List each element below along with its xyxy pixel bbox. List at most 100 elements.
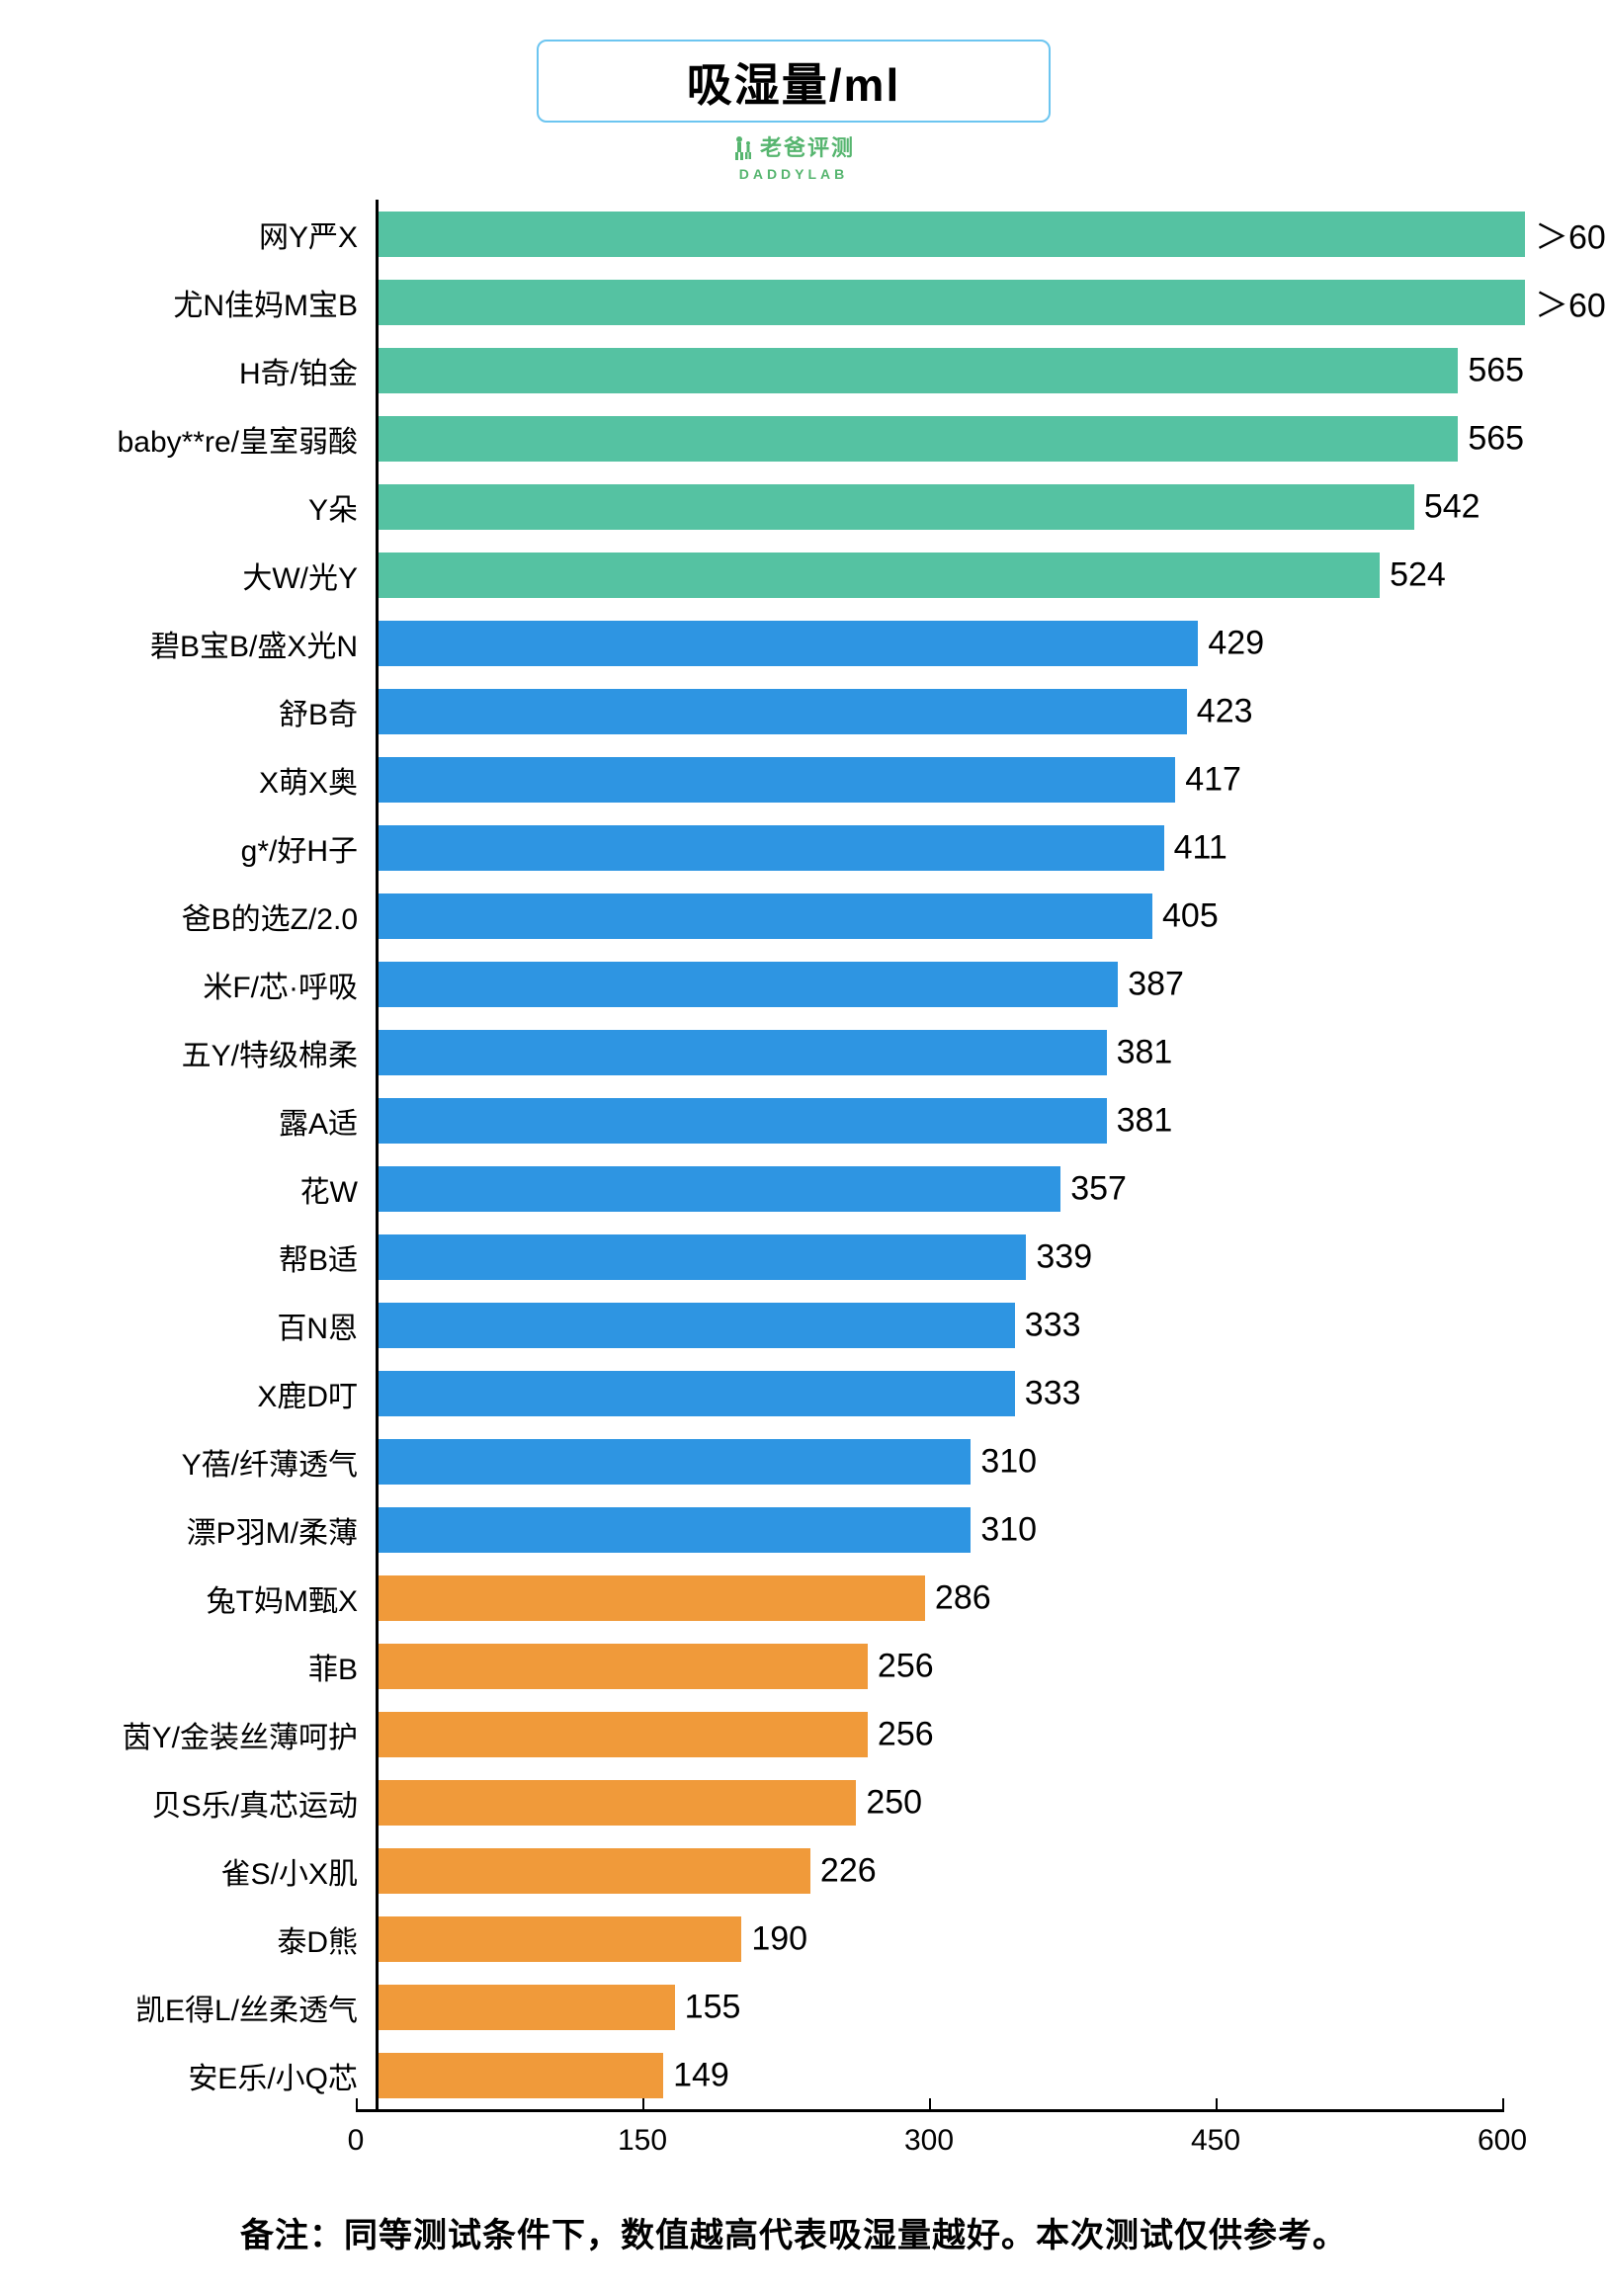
bar: 256 <box>379 1712 868 1757</box>
bar-track: 423 <box>376 677 1548 745</box>
bar: 417 <box>379 757 1175 803</box>
bar-track: 339 <box>376 1223 1548 1291</box>
bar: 381 <box>379 1030 1107 1075</box>
bar: 405 <box>379 893 1152 939</box>
bar-row: Y蓓/纤薄透气310 <box>59 1427 1548 1495</box>
y-axis-label: 花W <box>59 1167 376 1211</box>
bar-value-label: 411 <box>1164 828 1227 867</box>
y-axis-label: 尤N佳妈M宝B <box>59 281 376 324</box>
bar: 423 <box>379 689 1187 734</box>
bar-value-label: 256 <box>868 1715 934 1753</box>
bar: 333 <box>379 1303 1015 1348</box>
bar-value-label: 565 <box>1458 419 1524 458</box>
y-axis-label: H奇/铂金 <box>59 349 376 392</box>
bar: 256 <box>379 1644 868 1689</box>
bar-track: 387 <box>376 950 1548 1018</box>
bar-value-label: 256 <box>868 1647 934 1685</box>
y-axis-label: 帮B适 <box>59 1235 376 1279</box>
bar: 310 <box>379 1507 971 1553</box>
bar-track: 226 <box>376 1836 1548 1905</box>
footnote: 备注：同等测试条件下，数值越高代表吸湿量越好。本次测试仅供参考。 <box>40 2208 1548 2256</box>
x-axis-tick-label: 450 <box>1191 2124 1240 2158</box>
y-axis-label: 茵Y/金装丝薄呵护 <box>59 1713 376 1756</box>
y-axis-label: 兔T妈M甄X <box>59 1576 376 1620</box>
chart-title-box: 吸湿量/ml <box>537 40 1051 123</box>
bar-row: Y朵542 <box>59 472 1548 541</box>
bar: 542 <box>379 484 1414 530</box>
bar: 333 <box>379 1371 1015 1416</box>
bar-row: 尤N佳妈M宝B＞600 <box>59 268 1548 336</box>
bar-row: 舒B奇423 <box>59 677 1548 745</box>
bar-track: 256 <box>376 1700 1548 1768</box>
bar-value-label: 381 <box>1107 1101 1173 1140</box>
y-axis-label: 百N恩 <box>59 1304 376 1347</box>
bar-track: 250 <box>376 1768 1548 1836</box>
y-axis-label: 漂P羽M/柔薄 <box>59 1508 376 1552</box>
bar-track: 310 <box>376 1427 1548 1495</box>
y-axis-label: 凯E得L/丝柔透气 <box>59 1986 376 2029</box>
bar: 357 <box>379 1166 1060 1212</box>
y-axis-label: 雀S/小X肌 <box>59 1849 376 1893</box>
bar-value-label: 357 <box>1060 1169 1127 1208</box>
x-axis-tick <box>356 2098 358 2112</box>
bar-value-label: 387 <box>1118 965 1184 1003</box>
y-axis-label: 大W/光Y <box>59 553 376 597</box>
bar-row: 五Y/特级棉柔381 <box>59 1018 1548 1086</box>
bar-value-label: ＞600 <box>1525 210 1607 258</box>
bar-value-label: 417 <box>1175 760 1241 799</box>
bar-track: 357 <box>376 1154 1548 1223</box>
bar-track: 381 <box>376 1018 1548 1086</box>
bar-row: 碧B宝B/盛X光N429 <box>59 609 1548 677</box>
bar: 250 <box>379 1780 856 1826</box>
bar-value-label: 542 <box>1414 487 1480 526</box>
y-axis-label: 贝S乐/真芯运动 <box>59 1781 376 1825</box>
bar-value-label: 565 <box>1458 351 1524 389</box>
bar-value-label: 429 <box>1198 624 1264 662</box>
bar-value-label: 226 <box>810 1851 877 1890</box>
bar-track: 310 <box>376 1495 1548 1564</box>
bar-value-label: 250 <box>856 1783 922 1822</box>
bar-row: 雀S/小X肌226 <box>59 1836 1548 1905</box>
bar-track: 411 <box>376 813 1548 882</box>
bar-value-label: 524 <box>1380 555 1446 594</box>
y-axis-label: 碧B宝B/盛X光N <box>59 622 376 665</box>
y-axis-label: 泰D熊 <box>59 1917 376 1961</box>
y-axis-label: 米F/芯·呼吸 <box>59 963 376 1006</box>
bar-track: 286 <box>376 1564 1548 1632</box>
bar-row: baby**re/皇室弱酸565 <box>59 404 1548 472</box>
bar-track: 565 <box>376 336 1548 404</box>
bar-row: 泰D熊190 <box>59 1905 1548 1973</box>
y-axis-label: Y朵 <box>59 485 376 529</box>
bar-value-label: 149 <box>663 2056 729 2094</box>
bar-row: 帮B适339 <box>59 1223 1548 1291</box>
bar-row: 贝S乐/真芯运动250 <box>59 1768 1548 1836</box>
y-axis-label: 爸B的选Z/2.0 <box>59 894 376 938</box>
y-axis-label: X鹿D叮 <box>59 1372 376 1415</box>
bar-track: 149 <box>376 2041 1548 2109</box>
bar: 226 <box>379 1848 810 1894</box>
x-axis-tick-label: 600 <box>1478 2124 1527 2158</box>
bar-row: 网Y严X＞600 <box>59 200 1548 268</box>
bar-row: 菲B256 <box>59 1632 1548 1700</box>
bar-track: 256 <box>376 1632 1548 1700</box>
bar-value-label: 405 <box>1152 896 1219 935</box>
bar-row: 兔T妈M甄X 286 <box>59 1564 1548 1632</box>
bar: ＞600 <box>379 280 1525 325</box>
bar-track: ＞600 <box>376 268 1548 336</box>
y-axis-label: 露A适 <box>59 1099 376 1143</box>
bar-track: ＞600 <box>376 200 1548 268</box>
bar-chart: 网Y严X＞600尤N佳妈M宝B＞600H奇/铂金565baby**re/皇室弱酸… <box>59 200 1548 2109</box>
bar: 190 <box>379 1916 741 1962</box>
bar-value-label: 286 <box>925 1578 991 1617</box>
bar: 429 <box>379 621 1198 666</box>
bar-track: 417 <box>376 745 1548 813</box>
bar-row: 安E乐/小Q芯149 <box>59 2041 1548 2109</box>
x-axis-tick-label: 0 <box>348 2124 365 2158</box>
bar: 565 <box>379 348 1458 393</box>
bar-value-label: 190 <box>741 1919 807 1958</box>
x-axis-tick <box>1216 2098 1218 2112</box>
bar-row: 米F/芯·呼吸 387 <box>59 950 1548 1018</box>
bar-value-label: 423 <box>1187 692 1253 730</box>
bar-row: H奇/铂金565 <box>59 336 1548 404</box>
bar-track: 190 <box>376 1905 1548 1973</box>
